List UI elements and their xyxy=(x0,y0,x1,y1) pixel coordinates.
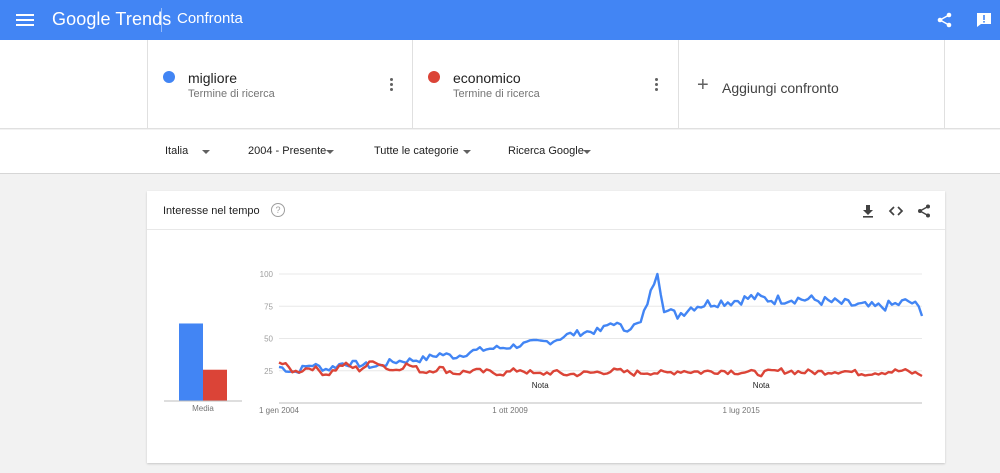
term-color-dot xyxy=(428,71,440,83)
term-type: Termine di ricerca xyxy=(453,88,540,100)
series-line-migliore[interactable] xyxy=(278,272,924,375)
chart-grid xyxy=(279,273,922,404)
chart-note[interactable]: Nota xyxy=(753,381,770,390)
term-card-migliore[interactable]: migliore Termine di ricerca xyxy=(147,40,413,129)
chart-note[interactable]: Nota xyxy=(532,381,549,390)
category-value: Tutte le categorie xyxy=(374,145,459,157)
y-tick-label: 50 xyxy=(264,335,273,344)
chevron-down-icon xyxy=(326,150,334,154)
share-icon[interactable] xyxy=(916,203,932,219)
interest-chart: Media 100 75 50 25 1 gen 2004 1 ott 2009 1 lug… xyxy=(164,270,924,415)
term-type: Termine di ricerca xyxy=(188,88,275,100)
share-icon[interactable] xyxy=(936,11,954,29)
region-dropdown[interactable]: Italia xyxy=(165,145,210,157)
interest-over-time-card: Interesse nel tempo ? Media 100 75 50 25 1 g… xyxy=(147,191,945,463)
chevron-down-icon xyxy=(463,150,471,154)
card-header: Interesse nel tempo ? xyxy=(147,191,945,230)
term-name[interactable]: economico xyxy=(453,70,521,86)
chevron-down-icon xyxy=(202,150,210,154)
card-title: Interesse nel tempo xyxy=(163,205,260,217)
average-bar-migliore[interactable] xyxy=(179,323,203,401)
x-tick-label: 1 ott 2009 xyxy=(492,406,528,415)
add-comparison-label: Aggiungi confronto xyxy=(722,80,839,96)
chart-labels: 100 75 50 25 1 gen 2004 1 ott 2009 1 lug 2015 N… xyxy=(259,270,770,415)
help-icon[interactable]: ? xyxy=(271,203,285,217)
top-bar: Google Trends Confronta xyxy=(0,0,1000,40)
average-label: Media xyxy=(192,404,214,413)
download-icon[interactable] xyxy=(860,203,876,219)
series-line-economico[interactable] xyxy=(278,360,923,378)
app-logo[interactable]: Google Trends xyxy=(52,9,172,29)
plus-icon: + xyxy=(697,74,709,96)
search-terms-bar: migliore Termine di ricerca economico Te… xyxy=(0,40,1000,129)
x-tick-label: 1 lug 2015 xyxy=(722,406,760,415)
more-options-icon[interactable] xyxy=(390,78,394,92)
page-title: Confronta xyxy=(177,10,243,27)
period-dropdown[interactable]: 2004 - Presente xyxy=(248,145,334,157)
search-type-dropdown[interactable]: Ricerca Google xyxy=(508,145,591,157)
term-color-dot xyxy=(163,71,175,83)
header-divider xyxy=(161,8,162,32)
term-card-economico[interactable]: economico Termine di ricerca xyxy=(413,40,679,129)
period-value: 2004 - Presente xyxy=(248,145,327,157)
search-type-value: Ricerca Google xyxy=(508,145,584,157)
add-comparison-button[interactable]: + Aggiungi confronto xyxy=(679,40,945,129)
filters-bar: Italia 2004 - Presente Tutte le categori… xyxy=(0,130,1000,174)
embed-icon[interactable] xyxy=(888,203,904,219)
y-tick-label: 75 xyxy=(264,302,273,311)
category-dropdown[interactable]: Tutte le categorie xyxy=(374,145,471,157)
y-tick-label: 100 xyxy=(260,270,274,279)
x-tick-label: 1 gen 2004 xyxy=(259,406,300,415)
more-options-icon[interactable] xyxy=(655,78,659,92)
y-tick-label: 25 xyxy=(264,367,273,376)
chevron-down-icon xyxy=(583,150,591,154)
term-name[interactable]: migliore xyxy=(188,70,238,86)
region-value: Italia xyxy=(165,145,189,157)
hamburger-menu-icon[interactable] xyxy=(16,11,34,29)
average-bar-economico[interactable] xyxy=(203,369,227,401)
average-bars: Media xyxy=(164,323,242,413)
chart-lines xyxy=(278,272,924,378)
feedback-icon[interactable] xyxy=(975,11,993,29)
